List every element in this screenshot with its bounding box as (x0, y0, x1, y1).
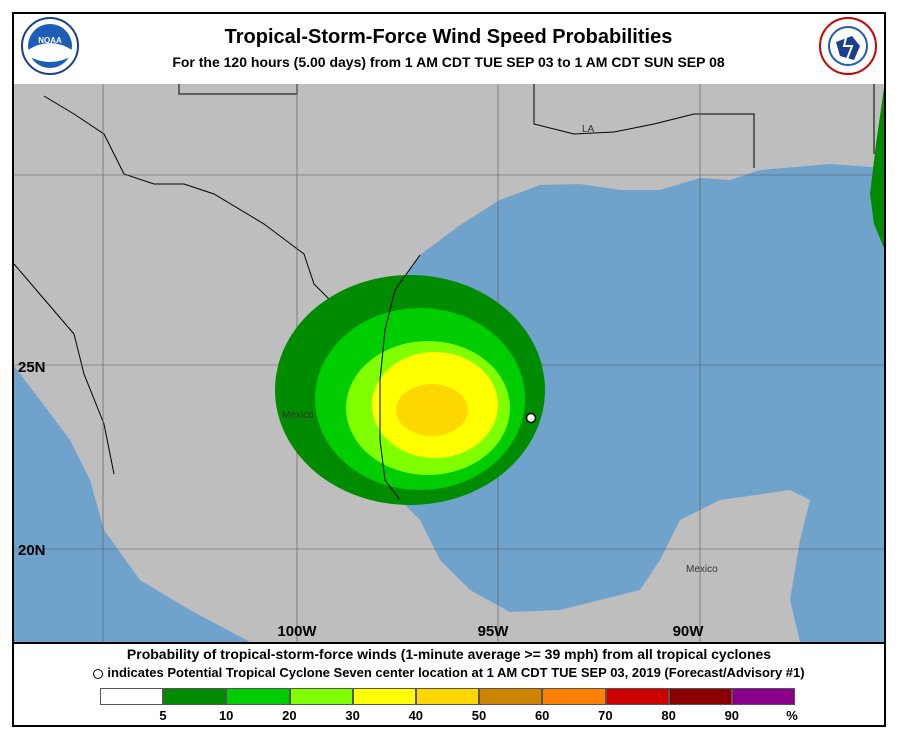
legend-label: 70 (598, 708, 613, 723)
lon-label-100w: 100W (277, 623, 317, 640)
legend-label: 40 (408, 708, 424, 723)
lat-label-25n: 25N (18, 359, 46, 376)
legend-label: % (786, 708, 798, 723)
page-title: Tropical-Storm-Force Wind Speed Probabil… (224, 26, 673, 48)
legend-swatch (479, 688, 543, 705)
legend-swatch (100, 688, 164, 705)
caption-line-2-text: indicates Potential Tropical Cyclone Sev… (107, 665, 805, 680)
caption-line-2: indicates Potential Tropical Cyclone Sev… (14, 665, 884, 680)
legend-label: 5 (159, 708, 167, 723)
graphic-frame (12, 12, 886, 727)
map-bottom-border (14, 642, 884, 644)
legend-swatch (163, 688, 227, 705)
legend-swatch (226, 688, 290, 705)
legend-label: 90 (724, 708, 740, 723)
legend-label: 80 (661, 708, 676, 723)
gulf-of-mexico (380, 164, 884, 642)
open-circle-icon (93, 668, 104, 679)
caption-line-1: Probability of tropical-storm-force wind… (126, 646, 772, 662)
storm-center-marker (525, 412, 537, 424)
noaa-logo: NOAA (21, 17, 79, 75)
legend-swatch (352, 688, 416, 705)
legend-label: 10 (218, 708, 234, 723)
legend-swatch (289, 688, 353, 705)
legend-label: 50 (471, 708, 487, 723)
legend-label: 30 (345, 708, 360, 723)
lon-label-95w: 95W (478, 623, 510, 640)
map: LA Mexico Mexico 100W 95W 90W 25N 20N (14, 84, 884, 642)
legend-swatch (605, 688, 669, 705)
legend-swatch (668, 688, 732, 705)
label-mexico-east: Mexico (686, 564, 718, 575)
legend-label: 20 (282, 708, 297, 723)
contour-40-percent (396, 384, 468, 436)
pacific-ocean (14, 366, 250, 642)
coastline-overlay (379, 254, 421, 501)
page-subtitle: For the 120 hours (5.00 days) from 1 AM … (172, 54, 725, 70)
svg-text:NOAA: NOAA (38, 36, 62, 45)
lat-label-20n: 20N (18, 542, 46, 559)
legend-swatch (542, 688, 606, 705)
label-la: LA (582, 124, 595, 135)
florida-probability (870, 88, 884, 248)
legend-swatch (732, 688, 796, 705)
label-mexico-west: Mexico (282, 410, 314, 421)
lon-label-90w: 90W (673, 623, 705, 640)
probability-contours (275, 275, 545, 505)
nws-logo (819, 17, 877, 75)
legend-swatch (416, 688, 480, 705)
legend-label: 60 (534, 708, 550, 723)
